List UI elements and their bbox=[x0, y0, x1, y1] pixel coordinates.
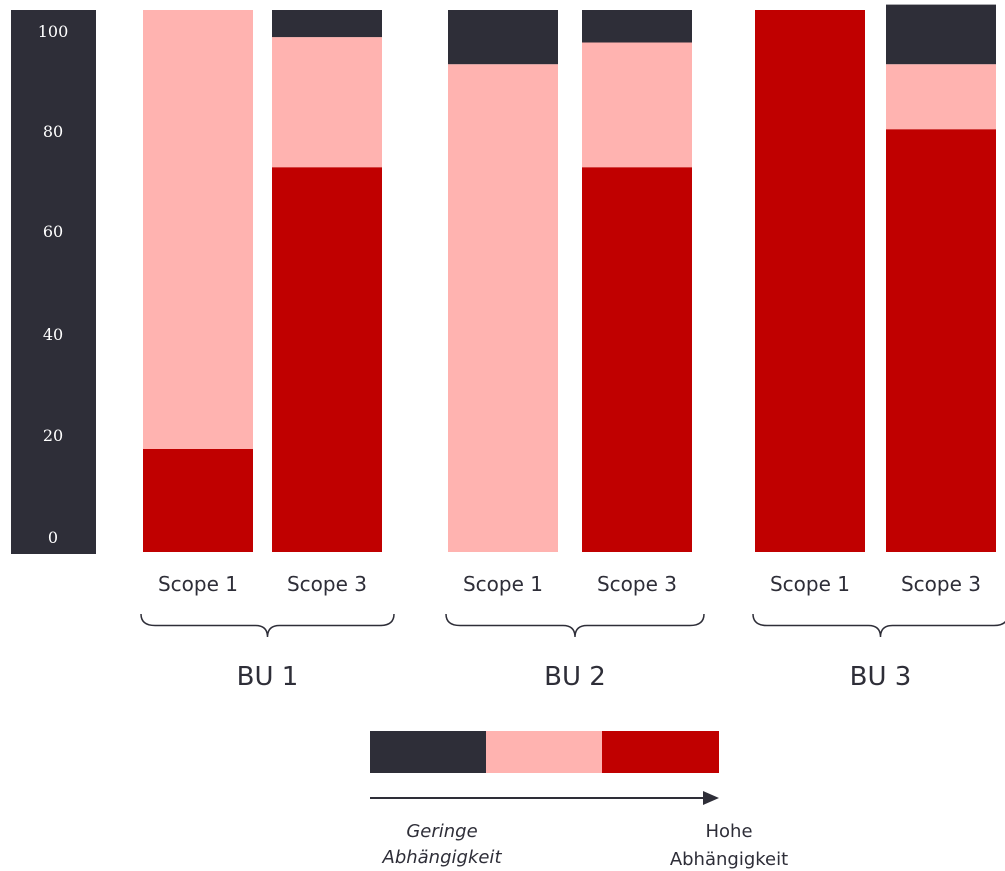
x-tick-label: Scope 3 bbox=[287, 572, 367, 596]
y-axis-ticks: 0 20 40 60 80 100 bbox=[38, 22, 69, 547]
bar-segment-low bbox=[272, 10, 382, 38]
y-tick-label: 40 bbox=[43, 325, 63, 344]
legend-right-label-line2: Abhängigkeit bbox=[670, 849, 788, 870]
bar-segment-medium bbox=[886, 64, 996, 130]
bar-segment-low bbox=[582, 10, 692, 43]
group-labels: BU 1 BU 2 BU 3 bbox=[237, 662, 912, 692]
y-tick-label: 0 bbox=[48, 528, 58, 547]
bar-segment-high bbox=[886, 129, 996, 552]
legend: Geringe Abhängigkeit Hohe Abhängigkeit bbox=[370, 731, 788, 870]
group-label: BU 2 bbox=[544, 662, 606, 692]
group-label: BU 1 bbox=[237, 662, 299, 692]
y-tick-label: 100 bbox=[38, 22, 69, 41]
y-tick-label: 20 bbox=[43, 426, 63, 445]
group-brace bbox=[140, 613, 395, 638]
bar-segment-medium bbox=[582, 42, 692, 168]
bar-segment-high bbox=[272, 167, 382, 552]
bar-segment-low bbox=[886, 4, 996, 65]
bar-segment-high bbox=[143, 449, 253, 552]
x-tick-label: Scope 1 bbox=[158, 572, 238, 596]
legend-right-label-line1: Hohe bbox=[705, 821, 752, 842]
bar-segment-medium bbox=[143, 10, 253, 449]
y-axis-panel bbox=[11, 10, 96, 554]
bar-segment-high bbox=[582, 167, 692, 552]
legend-arrow-head bbox=[703, 791, 719, 805]
legend-swatch-low bbox=[370, 731, 486, 773]
bars bbox=[143, 4, 996, 552]
x-tick-label: Scope 3 bbox=[597, 572, 677, 596]
group-label: BU 3 bbox=[850, 662, 912, 692]
legend-swatch-high bbox=[602, 731, 719, 773]
group-braces bbox=[140, 613, 1005, 638]
bar-segment-low bbox=[448, 10, 558, 65]
x-tick-label: Scope 3 bbox=[901, 572, 981, 596]
legend-left-label-line1: Geringe bbox=[406, 821, 477, 842]
legend-left-label-line2: Abhängigkeit bbox=[382, 847, 503, 868]
bar-segment-medium bbox=[272, 37, 382, 168]
x-tick-label: Scope 1 bbox=[770, 572, 850, 596]
y-tick-label: 80 bbox=[43, 122, 63, 141]
x-tick-label: Scope 1 bbox=[463, 572, 543, 596]
legend-swatch-medium bbox=[486, 731, 602, 773]
bar-segment-medium bbox=[448, 64, 558, 552]
bar-segment-high bbox=[755, 10, 865, 552]
x-axis-labels: Scope 1 Scope 3 Scope 1 Scope 3 Scope 1 Scope… bbox=[158, 572, 981, 596]
group-brace bbox=[445, 613, 705, 638]
y-tick-label: 60 bbox=[43, 222, 63, 241]
group-brace bbox=[752, 613, 1005, 638]
